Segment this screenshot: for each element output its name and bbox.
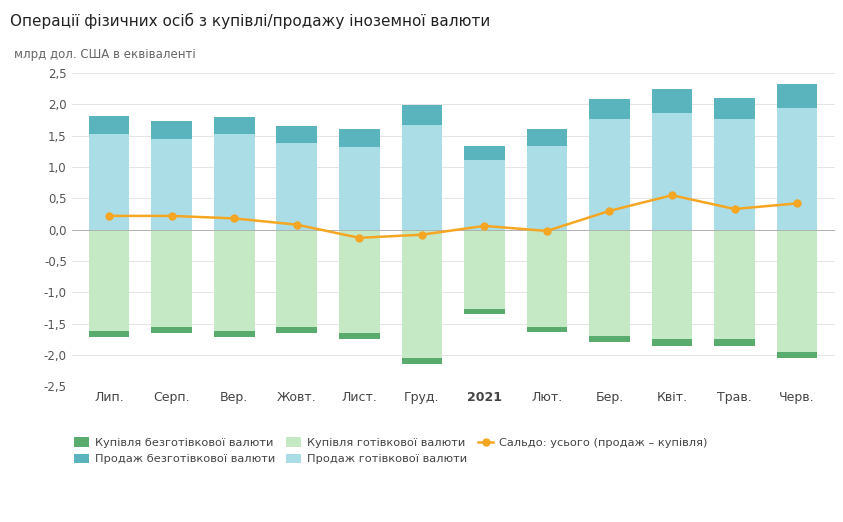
Bar [89, 135, 130, 230]
Bar [152, 139, 192, 230]
Bar [277, 230, 317, 327]
Bar [527, 230, 567, 327]
Bar [776, 230, 818, 352]
Bar [214, 230, 255, 331]
Bar [464, 146, 505, 160]
Bar [152, 327, 192, 333]
Text: Операції фізичних осіб з купівлі/продажу іноземної валюти: Операції фізичних осіб з купівлі/продажу… [10, 13, 491, 29]
Bar [464, 309, 505, 314]
Bar [214, 331, 255, 337]
Bar [277, 327, 317, 333]
Bar [776, 108, 818, 230]
Bar [652, 113, 692, 230]
Bar [214, 135, 255, 230]
Bar [527, 146, 567, 230]
Bar [589, 99, 630, 119]
Bar [152, 230, 192, 327]
Bar [589, 336, 630, 342]
Bar [464, 230, 505, 309]
Bar [714, 98, 754, 119]
Bar [152, 121, 192, 139]
Bar [714, 119, 754, 230]
Bar [589, 230, 630, 336]
Bar [339, 333, 379, 339]
Bar [776, 352, 818, 358]
Bar [401, 230, 443, 358]
Legend: Купівля безготівкової валюти, Продаж безготівкової валюти, Купівля готівкової ва: Купівля безготівкової валюти, Продаж без… [70, 433, 711, 469]
Bar [527, 327, 567, 333]
Bar [401, 125, 443, 230]
Bar [776, 84, 818, 108]
Bar [339, 129, 379, 147]
Bar [714, 339, 754, 346]
Bar [401, 358, 443, 364]
Bar [652, 230, 692, 339]
Bar [652, 339, 692, 346]
Bar [714, 230, 754, 339]
Bar [401, 105, 443, 125]
Bar [652, 89, 692, 113]
Bar [89, 331, 130, 337]
Bar [277, 126, 317, 143]
Bar [214, 117, 255, 135]
Bar [527, 129, 567, 146]
Bar [277, 143, 317, 230]
Bar [589, 119, 630, 230]
Bar [89, 230, 130, 331]
Bar [89, 116, 130, 135]
Bar [339, 147, 379, 230]
Text: млрд дол. США в еквіваленті: млрд дол. США в еквіваленті [14, 48, 196, 61]
Bar [464, 160, 505, 230]
Bar [339, 230, 379, 333]
